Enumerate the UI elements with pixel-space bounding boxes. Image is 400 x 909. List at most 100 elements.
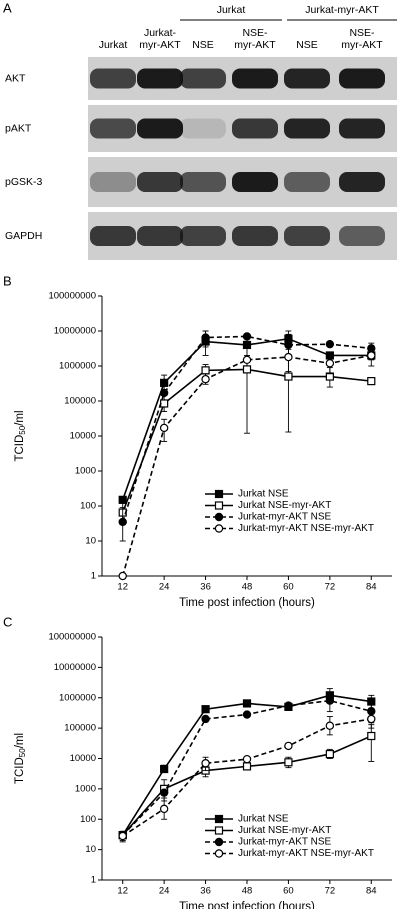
marker: [242, 762, 252, 771]
x-tick-label: 48: [242, 886, 253, 897]
marker: [118, 517, 127, 527]
marker: [160, 764, 169, 774]
lane-label: NSE: [192, 39, 214, 51]
legend-label: Jurkat NSE: [238, 489, 289, 500]
y-tick-label: 10000: [70, 431, 96, 442]
marker: [367, 714, 376, 724]
y-tick-label: 100: [80, 501, 96, 512]
x-axis-label: Time post infection (hours): [179, 597, 315, 609]
legend-marker: [214, 849, 224, 858]
row-label: pAKT: [5, 122, 32, 134]
y-tick-label: 1000000: [59, 692, 96, 703]
blot-band: [137, 172, 183, 192]
blot-band: [339, 226, 385, 246]
blot-band: [284, 226, 330, 246]
marker: [159, 388, 169, 398]
y-label-main: TCID: [14, 757, 26, 784]
y-label-unit: /ml: [14, 410, 26, 425]
legend-label: Jurkat-myr-AKT NSE-myr-AKT: [238, 523, 374, 534]
y-tick-label: 100000000: [48, 291, 96, 302]
blot-band: [90, 118, 136, 139]
lane-label: myr-AKT: [341, 39, 383, 51]
row-label: pGSK-3: [5, 176, 43, 188]
x-tick-label: 36: [200, 582, 211, 593]
row-label: GAPDH: [5, 230, 42, 242]
marker: [201, 714, 210, 724]
group-header: Jurkat-myr-AKT: [305, 4, 379, 16]
lane-label: myr-AKT: [234, 39, 276, 51]
marker: [284, 758, 293, 767]
blot-band: [180, 172, 226, 192]
blot-band: [137, 68, 183, 89]
marker: [160, 399, 169, 408]
legend-label: Jurkat-myr-AKT NSE-myr-AKT: [238, 848, 374, 859]
blot-band: [232, 172, 278, 192]
y-tick-label: 10000: [70, 753, 96, 764]
marker: [160, 378, 169, 387]
lane-label: Jurkat-: [144, 27, 177, 39]
lane-label: NSE-: [349, 27, 375, 39]
marker: [242, 710, 252, 719]
x-tick-label: 24: [159, 886, 170, 897]
blot-band: [232, 118, 278, 139]
x-tick-label: 84: [366, 886, 377, 897]
y-label-main: TCID: [14, 435, 26, 462]
lane-label: Jurkat: [99, 39, 128, 51]
legend-marker: [214, 489, 224, 499]
group-header: Jurkat: [217, 4, 246, 16]
y-label-sub: 50: [18, 748, 27, 757]
y-tick-label: 100000: [64, 396, 96, 407]
legend-marker: [214, 524, 224, 533]
blot-band: [137, 118, 183, 139]
y-label-unit: /ml: [14, 733, 26, 748]
lane-label: NSE-: [242, 27, 268, 39]
marker: [284, 741, 293, 751]
marker: [242, 754, 252, 764]
y-tick-label: 10000000: [54, 662, 96, 673]
marker: [284, 701, 293, 710]
marker: [284, 372, 293, 381]
marker: [325, 359, 335, 368]
x-tick-label: 24: [159, 582, 170, 593]
legend-marker: [214, 501, 224, 510]
x-tick-label: 84: [366, 582, 377, 593]
lane-label: myr-AKT: [139, 39, 181, 51]
marker: [325, 749, 334, 759]
legend-label: Jurkat-myr-AKT NSE: [238, 512, 331, 523]
marker: [159, 788, 169, 797]
blot-band: [180, 118, 226, 139]
y-tick-label: 10: [85, 844, 96, 855]
legend-label: Jurkat NSE: [238, 814, 289, 825]
marker: [242, 332, 252, 341]
marker: [159, 804, 169, 814]
marker: [367, 351, 376, 360]
marker: [118, 831, 127, 841]
blot-band: [90, 226, 136, 246]
y-tick-label: 10000000: [54, 326, 96, 337]
marker: [242, 699, 252, 708]
marker: [201, 366, 210, 375]
panel-label: A: [3, 0, 12, 15]
y-tick-label: 1000000: [59, 361, 96, 372]
y-tick-label: 1000: [75, 466, 96, 477]
marker: [325, 339, 335, 349]
y-tick-label: 1: [91, 875, 96, 886]
legend-marker: [214, 837, 224, 847]
marker: [118, 571, 127, 581]
x-axis-label: Time post infection (hours): [179, 901, 315, 909]
y-tick-label: 100: [80, 814, 96, 825]
blot-band: [339, 68, 385, 89]
blot-band: [284, 118, 330, 139]
legend-marker: [214, 512, 224, 522]
blot-band: [180, 68, 226, 89]
x-tick-label: 72: [325, 886, 336, 897]
x-tick-label: 72: [325, 582, 336, 593]
legend-label: Jurkat-myr-AKT NSE: [238, 837, 331, 848]
y-tick-label: 1: [91, 571, 96, 582]
y-axis-label: TCID50/ml: [14, 733, 27, 784]
marker: [159, 423, 169, 433]
marker: [325, 696, 335, 705]
lane-label: NSE: [296, 39, 318, 51]
marker: [284, 352, 293, 362]
